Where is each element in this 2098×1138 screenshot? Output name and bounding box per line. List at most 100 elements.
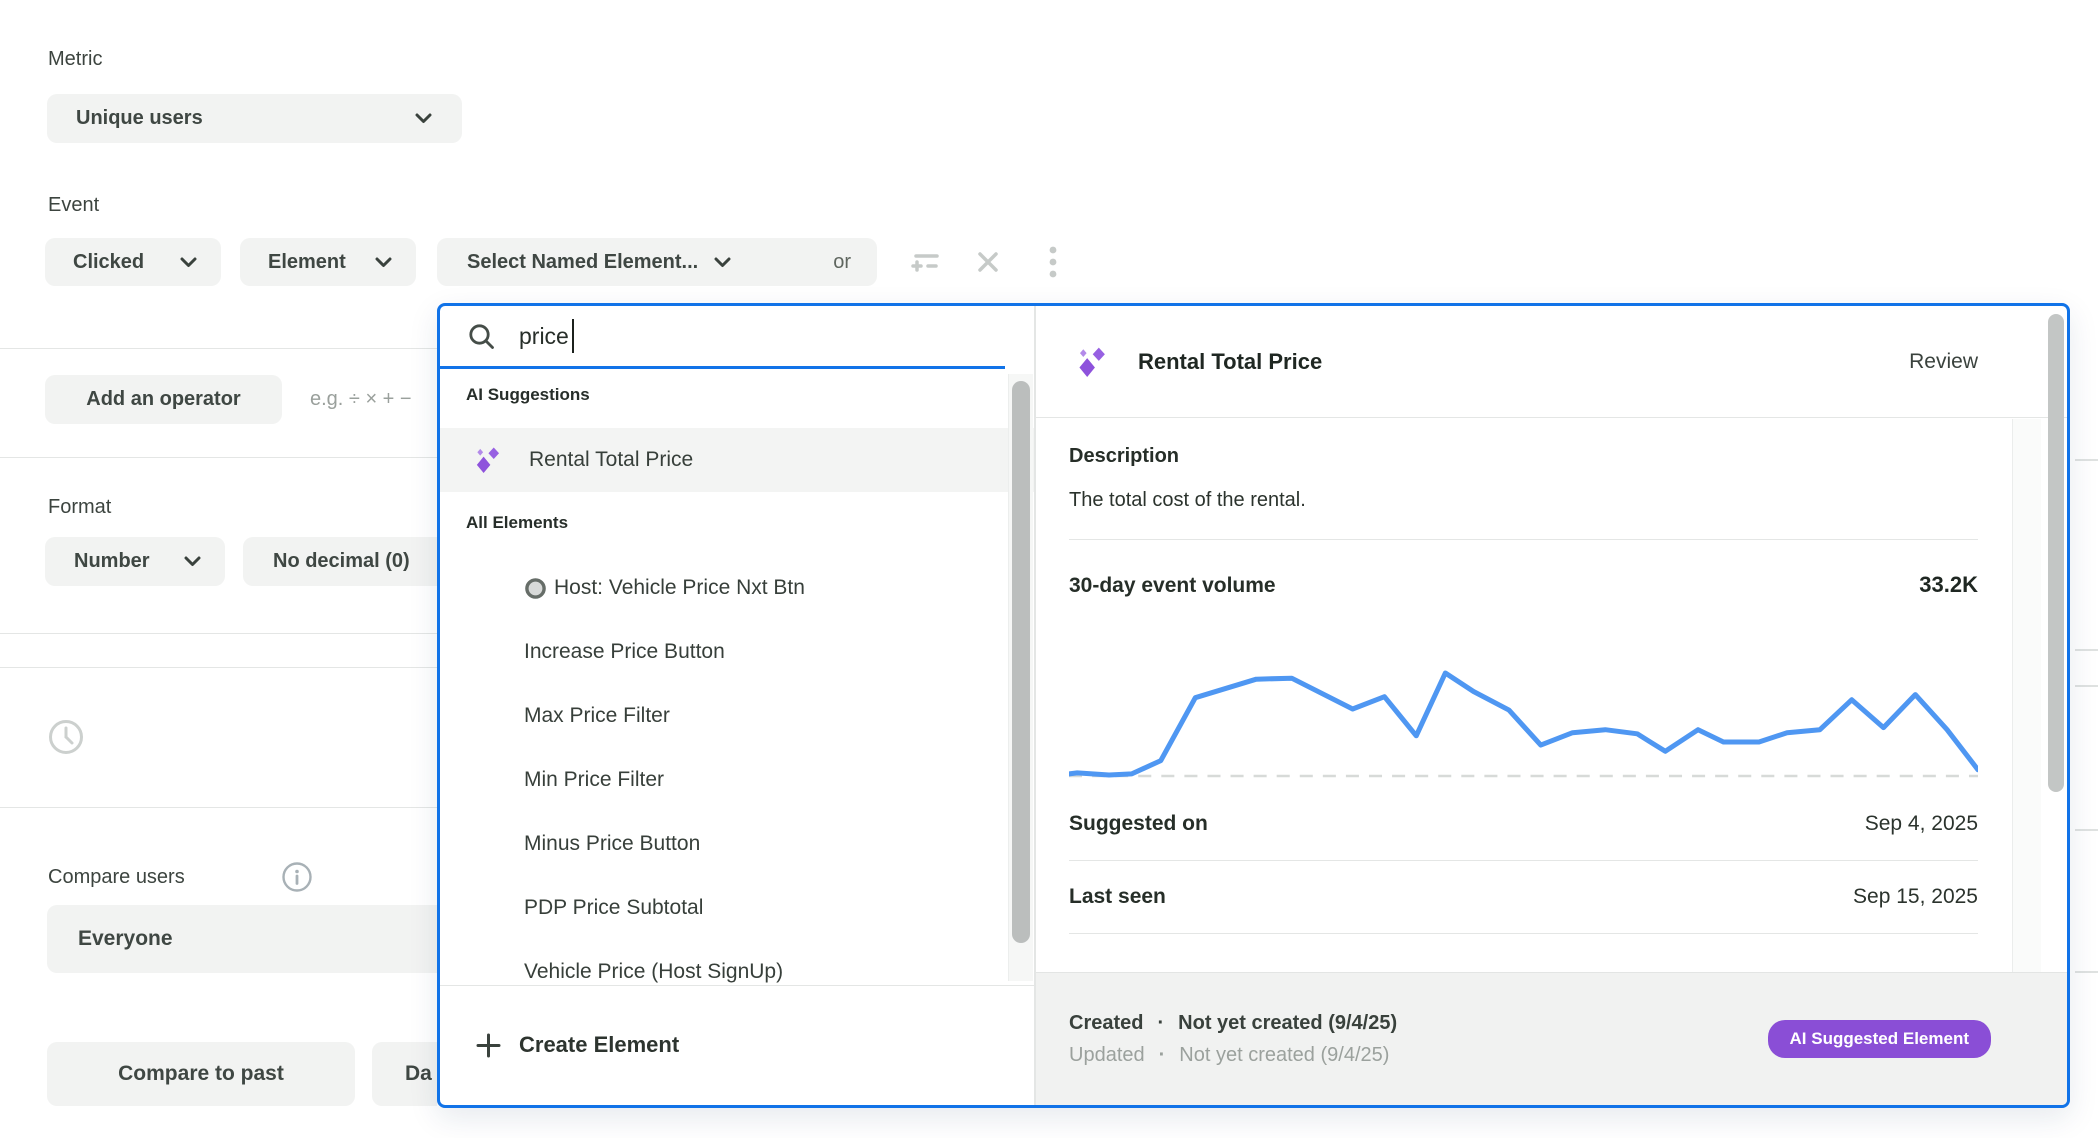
remove-icon[interactable] xyxy=(971,246,1005,278)
add-condition-icon[interactable] xyxy=(908,246,942,278)
last-seen-value: Sep 15, 2025 xyxy=(1853,885,1978,908)
detail-title: Rental Total Price xyxy=(1138,348,1323,374)
add-operator-label: Add an operator xyxy=(86,388,241,410)
description-block: Description The total cost of the rental… xyxy=(1069,419,1978,540)
ai-suggested-element-badge: AI Suggested Element xyxy=(1767,1020,1991,1058)
event-label: Event xyxy=(48,194,100,216)
format-type-dropdown[interactable]: Number xyxy=(45,537,225,586)
compare-to-past-label: Compare to past xyxy=(118,1062,284,1085)
detail-footer: Created · Not yet created (9/4/25) Updat… xyxy=(1036,972,2067,1105)
dot-separator: · xyxy=(1157,1012,1165,1034)
all-elements-list: Host: Vehicle Price Nxt Btn Increase Pric… xyxy=(440,556,1034,985)
all-elements-header: All Elements xyxy=(466,513,569,533)
search-icon xyxy=(469,323,494,349)
format-type-value: Number xyxy=(74,550,150,572)
chevron-down-icon xyxy=(714,257,731,267)
section-divider xyxy=(0,807,437,808)
chevron-down-icon xyxy=(375,257,392,267)
last-seen-row: Last seen Sep 15, 2025 xyxy=(1069,861,1978,934)
compare-users-value: Everyone xyxy=(78,927,173,950)
named-element-dropdown[interactable]: Select Named Element... or xyxy=(437,238,877,286)
list-scrollbar-track[interactable] xyxy=(1008,374,1033,981)
element-list-item[interactable]: Host: Vehicle Price Nxt Btn xyxy=(440,556,1034,620)
detail-scrollbar-track[interactable] xyxy=(2012,419,2041,972)
last-seen-label: Last seen xyxy=(1069,885,1166,908)
detail-header: Rental Total Price Review xyxy=(1036,306,2067,418)
element-list-item[interactable]: Vehicle Price (Host SignUp) xyxy=(440,940,1034,985)
element-list-item-label: PDP Price Subtotal xyxy=(524,896,704,920)
metric-label: Metric xyxy=(48,48,103,70)
chart-line xyxy=(1069,670,1978,778)
updated-label: Updated xyxy=(1069,1044,1145,1066)
volume-row: 30-day event volume 33.2K xyxy=(1069,540,1978,608)
background-divider-fragment xyxy=(2075,685,2098,687)
meta-block: Created · Not yet created (9/4/25) Updat… xyxy=(1069,1007,1397,1071)
info-icon[interactable] xyxy=(281,861,313,898)
format-decimal-value: No decimal (0) xyxy=(273,550,410,572)
ai-suggestion-item[interactable]: Rental Total Price xyxy=(440,428,1034,493)
element-list-item-label: Minus Price Button xyxy=(524,832,701,856)
created-label: Created xyxy=(1069,1012,1144,1034)
element-list-item[interactable]: Max Price Filter xyxy=(440,684,1034,748)
element-detail-panel: Rental Total Price Review Description Th… xyxy=(1036,306,2067,1105)
updated-line: Updated · Not yet created (9/4/25) xyxy=(1069,1039,1397,1071)
event-target-value: Element xyxy=(268,250,346,273)
element-search-column: price AI Suggestions Rental Total Price … xyxy=(440,306,1036,1105)
date-button-label: Da xyxy=(405,1062,432,1085)
volume-label: 30-day event volume xyxy=(1069,574,1276,597)
panel-scrollbar-thumb[interactable] xyxy=(2048,314,2064,792)
kebab-menu-icon[interactable] xyxy=(1036,246,1070,278)
create-element-label: Create Element xyxy=(519,1032,680,1058)
dot-separator: · xyxy=(1158,1044,1166,1066)
section-divider xyxy=(0,348,437,349)
format-decimal-dropdown[interactable]: No decimal (0) xyxy=(243,537,437,586)
chevron-down-icon xyxy=(180,257,197,267)
plus-icon xyxy=(476,1033,501,1058)
description-text: The total cost of the rental. xyxy=(1069,489,1306,511)
date-button[interactable]: Da xyxy=(372,1042,437,1106)
element-list-item[interactable]: PDP Price Subtotal xyxy=(440,876,1034,940)
defined-element-icon xyxy=(524,577,547,600)
element-search-input[interactable]: price xyxy=(440,306,1005,370)
volume-value: 33.2K xyxy=(1919,572,1978,597)
background-divider-fragment xyxy=(2075,459,2098,461)
review-link[interactable]: Review xyxy=(1909,349,1978,373)
section-divider xyxy=(0,633,437,634)
section-divider xyxy=(0,667,437,668)
suggested-on-value: Sep 4, 2025 xyxy=(1864,812,1978,835)
chevron-down-icon xyxy=(184,556,201,566)
element-results-list: AI Suggestions Rental Total Price All El… xyxy=(440,369,1034,985)
background-divider-fragment xyxy=(2075,829,2098,831)
metric-dropdown[interactable]: Unique users xyxy=(47,94,462,143)
or-label: or xyxy=(833,250,851,273)
ai-sparkle-icon xyxy=(476,447,500,474)
list-scrollbar-thumb[interactable] xyxy=(1012,381,1030,943)
ai-suggestions-header: AI Suggestions xyxy=(466,385,590,405)
detail-body: Description The total cost of the rental… xyxy=(1036,419,2067,972)
event-action-value: Clicked xyxy=(73,250,145,273)
element-list-item[interactable]: Min Price Filter xyxy=(440,748,1034,812)
metric-dropdown-value: Unique users xyxy=(76,107,203,129)
compare-to-past-button[interactable]: Compare to past xyxy=(47,1042,355,1106)
event-action-dropdown[interactable]: Clicked xyxy=(45,238,221,286)
section-divider xyxy=(0,457,437,458)
clock-icon[interactable] xyxy=(48,719,84,760)
element-list-item[interactable]: Increase Price Button xyxy=(440,620,1034,684)
suggested-on-label: Suggested on xyxy=(1069,812,1208,835)
element-list-item-label: Increase Price Button xyxy=(524,640,725,664)
element-list-item[interactable]: Minus Price Button xyxy=(440,812,1034,876)
add-operator-button[interactable]: Add an operator xyxy=(45,375,282,424)
compare-users-dropdown[interactable]: Everyone xyxy=(47,905,437,973)
create-element-footer[interactable]: Create Element xyxy=(440,984,1034,1105)
format-label: Format xyxy=(48,496,112,518)
element-list-item-label: Max Price Filter xyxy=(524,704,670,728)
created-line: Created · Not yet created (9/4/25) xyxy=(1069,1007,1397,1039)
element-list-item-label: Min Price Filter xyxy=(524,768,665,792)
volume-line-chart xyxy=(1069,670,1978,778)
operator-hint: e.g. ÷ × + − xyxy=(310,388,412,410)
description-label: Description xyxy=(1069,445,1180,467)
suggested-on-row: Suggested on Sep 4, 2025 xyxy=(1069,784,1978,861)
background-divider-fragment xyxy=(2075,649,2098,651)
background-divider-fragment xyxy=(2075,971,2098,973)
event-target-dropdown[interactable]: Element xyxy=(240,238,416,286)
